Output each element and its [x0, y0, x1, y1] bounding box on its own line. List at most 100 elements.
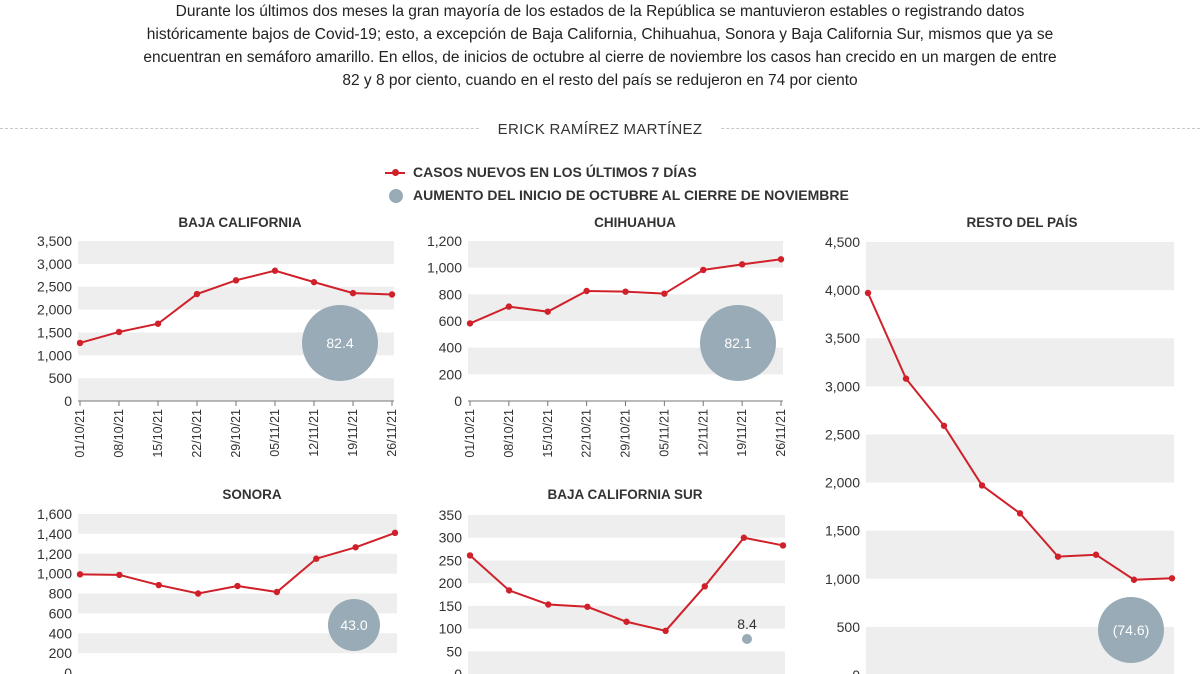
increase-bubble — [302, 305, 378, 381]
data-point — [940, 422, 948, 429]
y-tick-label: 2,500 — [825, 426, 860, 442]
y-tick-label: 500 — [837, 619, 861, 635]
y-tick-label: 600 — [439, 313, 463, 329]
y-tick-label: 200 — [439, 366, 463, 382]
y-tick-label: 1,500 — [825, 523, 860, 539]
x-tick-label: 05/11/21 — [657, 409, 671, 457]
y-tick-label: 250 — [439, 552, 463, 568]
data-point — [583, 287, 590, 295]
y-tick-label: 3,500 — [825, 330, 860, 346]
increase-bubble — [700, 305, 776, 381]
data-point — [352, 544, 359, 551]
data-point — [155, 581, 162, 589]
y-tick-label: 1,200 — [427, 233, 462, 249]
data-point — [505, 587, 513, 594]
y-tick-label: 2,000 — [825, 475, 860, 491]
data-point — [1130, 576, 1138, 583]
y-tick-label: 100 — [439, 621, 463, 637]
x-tick-label: 19/11/21 — [735, 409, 749, 457]
data-point — [777, 256, 785, 263]
increase-label: 43.0 — [340, 617, 367, 633]
grid-band — [78, 593, 397, 614]
chart-title: CHIHUAHUA — [594, 215, 676, 230]
data-point — [193, 290, 201, 298]
chart-chihuahua: 1,200 1,000 800 600 400 200 001/10/21 08/10/21 1… — [427, 215, 788, 458]
data-point — [623, 618, 630, 625]
grid-band — [866, 242, 1174, 291]
y-tick-label: 1,600 — [37, 506, 72, 522]
x-tick-label: 26/11/21 — [774, 409, 788, 457]
y-tick-label: 50 — [446, 643, 462, 659]
data-point — [662, 627, 669, 635]
data-point — [701, 583, 708, 590]
chart-baja-california: 3,500 3,000 2,500 2,000 1,500 1,000 500 001/10/… — [37, 215, 399, 458]
data-point — [115, 328, 123, 336]
x-tick-label: 08/10/21 — [502, 409, 516, 458]
data-point — [154, 320, 162, 327]
data-point — [273, 588, 281, 596]
data-point — [740, 534, 748, 541]
data-point — [76, 339, 84, 347]
y-tick-label: 1,200 — [37, 546, 72, 562]
grid-band — [866, 434, 1174, 483]
grid-band — [866, 530, 1174, 579]
grid-band — [468, 515, 785, 538]
data-point — [313, 555, 320, 562]
increase-label: (74.6) — [1113, 622, 1150, 638]
data-point — [232, 277, 240, 284]
x-tick-label: 12/11/21 — [307, 409, 321, 457]
y-tick-label: 4,000 — [825, 282, 860, 298]
data-point — [194, 590, 202, 597]
increase-label: 8.4 — [737, 616, 757, 632]
y-tick-label: 2,000 — [37, 302, 72, 318]
grid-band — [78, 378, 394, 401]
y-tick-label: 1,000 — [427, 260, 462, 276]
x-tick-label: 22/10/21 — [580, 409, 594, 458]
increase-bubble — [742, 634, 752, 644]
data-point — [1054, 553, 1062, 560]
intro-paragraph: Durante los últimos dos meses la gran ma… — [143, 3, 1057, 89]
y-tick-label: 200 — [49, 645, 73, 661]
y-tick-label: 0 — [852, 667, 860, 674]
increase-label: 82.1 — [724, 335, 751, 351]
data-point — [779, 542, 787, 549]
x-tick-label: 01/10/21 — [73, 409, 87, 458]
x-tick-label: 08/10/21 — [112, 409, 126, 458]
data-point — [544, 308, 551, 315]
x-tick-label: 15/10/21 — [541, 409, 555, 458]
x-tick-label: 29/10/21 — [229, 409, 243, 458]
data-point — [76, 571, 84, 578]
legend-dot-marker — [392, 169, 399, 176]
x-tick-label: 19/11/21 — [346, 409, 360, 457]
y-tick-label: 800 — [49, 586, 73, 602]
data-point — [864, 289, 872, 297]
chart-sonora: 1,600 1,400 1,200 1,000 800 600 400 200 0 SONORA 4… — [37, 487, 399, 674]
grid-band — [468, 241, 783, 268]
increase-bubble — [328, 599, 380, 651]
data-point — [310, 278, 318, 286]
data-point — [584, 603, 591, 610]
y-tick-label: 200 — [439, 575, 463, 591]
data-point — [661, 290, 668, 297]
x-tick-label: 01/10/21 — [463, 409, 477, 458]
x-tick-label: 05/11/21 — [268, 409, 282, 457]
grid-band — [468, 651, 785, 674]
grid-band — [78, 553, 397, 574]
author-name: ERICK RAMÍREZ MARTÍNEZ — [479, 121, 721, 138]
legend-line-label: CASOS NUEVOS EN LOS ÚLTIMOS 7 DÍAS — [413, 164, 697, 180]
data-point — [545, 601, 552, 608]
y-tick-label: 0 — [454, 393, 462, 409]
y-tick-label: 800 — [439, 286, 463, 302]
data-point — [349, 289, 357, 297]
y-tick-label: 500 — [49, 370, 73, 386]
data-point — [505, 303, 513, 310]
y-tick-label: 150 — [439, 598, 463, 614]
data-point — [622, 288, 629, 295]
chart-title: SONORA — [222, 487, 282, 502]
y-tick-label: 300 — [439, 530, 463, 546]
grid-band — [78, 286, 394, 310]
y-tick-label: 1,500 — [37, 324, 72, 340]
data-point — [271, 267, 279, 274]
y-tick-label: 0 — [454, 666, 462, 674]
grid-band — [78, 514, 397, 534]
